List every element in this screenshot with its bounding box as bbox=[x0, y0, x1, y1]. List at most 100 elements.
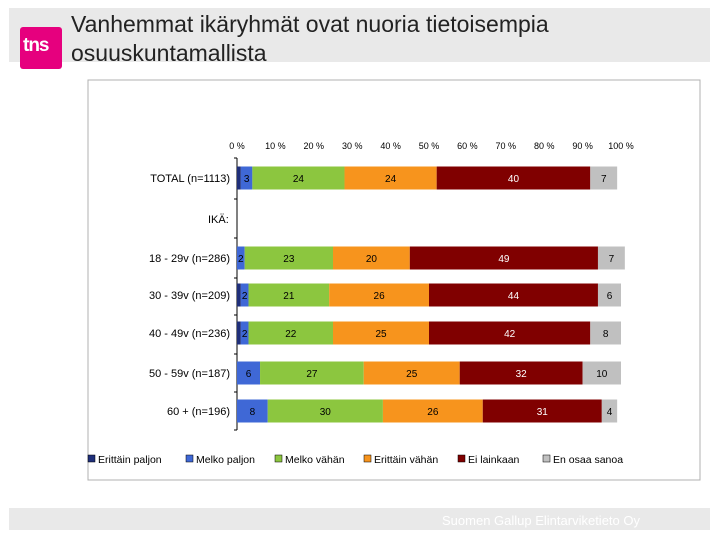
bar-segment bbox=[237, 246, 245, 270]
bar-segment bbox=[429, 283, 598, 307]
legend-swatch bbox=[274, 454, 283, 463]
x-axis-ticks: 0 % 10 % 20 % 30 % 40 % 50 % 60 % 70 % 80 % 90 % 1… bbox=[229, 141, 634, 431]
x-tick-label: 60 % bbox=[457, 141, 478, 151]
bar-data-label: 3 bbox=[244, 174, 250, 185]
bar-data-label: 21 bbox=[283, 291, 295, 302]
bar-segment bbox=[429, 321, 591, 345]
title-bar: tns Vanhemmat ikäryhmät ovat nuoria tiet… bbox=[9, 8, 710, 69]
bar-data-label: 2 bbox=[242, 329, 248, 340]
bar-segment bbox=[240, 283, 249, 307]
legend-label: Melko vähän bbox=[285, 454, 345, 466]
bar-data-label: 2 bbox=[242, 291, 248, 302]
category-label: 40 - 49v (n=236) bbox=[149, 328, 230, 340]
bar-data-label: 23 bbox=[283, 254, 295, 265]
bar-data-label: 31 bbox=[537, 407, 549, 418]
bar-data-label: 49 bbox=[498, 254, 510, 265]
bar-segment bbox=[248, 283, 330, 307]
bar-data-label: 20 bbox=[366, 254, 378, 265]
legend-swatch bbox=[185, 454, 194, 463]
bar-segment bbox=[267, 399, 383, 423]
bar-data-label: 2 bbox=[238, 254, 244, 265]
bar-segment bbox=[240, 321, 249, 345]
bar-data-label: 4 bbox=[607, 407, 613, 418]
bar-segment bbox=[459, 361, 583, 385]
x-tick-label: 80 % bbox=[534, 141, 555, 151]
category-label: 60 + (n=196) bbox=[167, 406, 230, 418]
bar-data-label: 7 bbox=[609, 254, 615, 265]
bar-segment bbox=[333, 321, 429, 345]
bar-segment bbox=[244, 246, 333, 270]
bar-segment bbox=[252, 166, 345, 190]
bar-data-label: 24 bbox=[293, 174, 305, 185]
bar-data-label: 8 bbox=[250, 407, 256, 418]
bar-data-label: 32 bbox=[516, 369, 528, 380]
category-labels: TOTAL (n=1113) IKÄ: 18 - 29v (n=286) 30 - 3… bbox=[149, 173, 230, 418]
x-tick-label: 100 % bbox=[608, 141, 634, 151]
bar-data-label: 25 bbox=[406, 369, 418, 380]
bar-segment bbox=[240, 166, 253, 190]
legend: Erittäin paljon Melko paljon Melko vähän Er… bbox=[87, 454, 623, 466]
bar-segment bbox=[597, 283, 621, 307]
bar-segment bbox=[237, 361, 261, 385]
bar-data-label: 26 bbox=[374, 291, 386, 302]
x-tick-label: 50 % bbox=[419, 141, 440, 151]
x-tick-label: 30 % bbox=[342, 141, 363, 151]
logo-text: tns bbox=[23, 35, 49, 56]
bar-segment bbox=[582, 361, 621, 385]
footer-text: Suomen Gallup Elintarviketieto Oy bbox=[442, 513, 640, 528]
legend-swatch bbox=[363, 454, 372, 463]
bar-segment bbox=[590, 321, 621, 345]
legend-swatch bbox=[87, 454, 96, 463]
bar-segment bbox=[237, 399, 268, 423]
legend-label: Ei lainkaan bbox=[468, 454, 520, 466]
bar-data-label: 8 bbox=[603, 329, 609, 340]
category-label: 30 - 39v (n=209) bbox=[149, 290, 230, 302]
x-tick-label: 20 % bbox=[304, 141, 325, 151]
category-label: 18 - 29v (n=286) bbox=[149, 253, 230, 265]
x-tick-label: 70 % bbox=[496, 141, 517, 151]
x-tick-label: 0 % bbox=[229, 141, 245, 151]
group-label: IKÄ: bbox=[208, 214, 229, 226]
bar-data-label: 7 bbox=[601, 174, 607, 185]
bar-segment bbox=[382, 399, 483, 423]
x-tick-label: 40 % bbox=[380, 141, 401, 151]
bar-data-label: 6 bbox=[246, 369, 252, 380]
bar-data-label: 10 bbox=[596, 369, 608, 380]
bar-segment bbox=[482, 399, 602, 423]
bars: 1324244070223204971221264461222254286272… bbox=[237, 166, 625, 423]
footer-bar: Suomen Gallup Elintarviketieto Oy bbox=[9, 508, 710, 530]
category-label: TOTAL (n=1113) bbox=[150, 173, 230, 185]
legend-swatch bbox=[542, 454, 551, 463]
bar-data-label: 6 bbox=[607, 291, 613, 302]
bar-segment bbox=[597, 246, 625, 270]
slide-title: Vanhemmat ikäryhmät ovat nuoria tietoise… bbox=[71, 11, 549, 66]
legend-label: Erittäin paljon bbox=[98, 454, 162, 466]
bar-segment bbox=[333, 246, 410, 270]
x-tick-label: 10 % bbox=[265, 141, 286, 151]
bar-data-label: 25 bbox=[375, 329, 387, 340]
bar-data-label: 24 bbox=[385, 174, 397, 185]
bar-segment bbox=[248, 321, 333, 345]
bar-data-label: 40 bbox=[508, 174, 520, 185]
bar-data-label: 42 bbox=[504, 329, 516, 340]
bar-data-label: 30 bbox=[320, 407, 332, 418]
bar-segment bbox=[363, 361, 460, 385]
bar-data-label: 44 bbox=[508, 291, 520, 302]
legend-label: Melko paljon bbox=[196, 454, 255, 466]
bar-segment bbox=[260, 361, 364, 385]
bar-data-label: 26 bbox=[427, 407, 439, 418]
category-label: 50 - 59v (n=187) bbox=[149, 368, 230, 380]
bar-data-label: 27 bbox=[306, 369, 318, 380]
bar-segment bbox=[237, 321, 241, 345]
x-tick-label: 90 % bbox=[572, 141, 593, 151]
legend-label: En osaa sanoa bbox=[553, 454, 623, 466]
legend-swatch bbox=[457, 454, 466, 463]
legend-label: Erittäin vähän bbox=[374, 454, 438, 466]
bar-segment bbox=[344, 166, 437, 190]
bar-segment bbox=[237, 283, 241, 307]
bar-segment bbox=[590, 166, 618, 190]
bar-segment bbox=[237, 166, 241, 190]
bar-segment bbox=[409, 246, 598, 270]
bar-segment bbox=[601, 399, 618, 423]
